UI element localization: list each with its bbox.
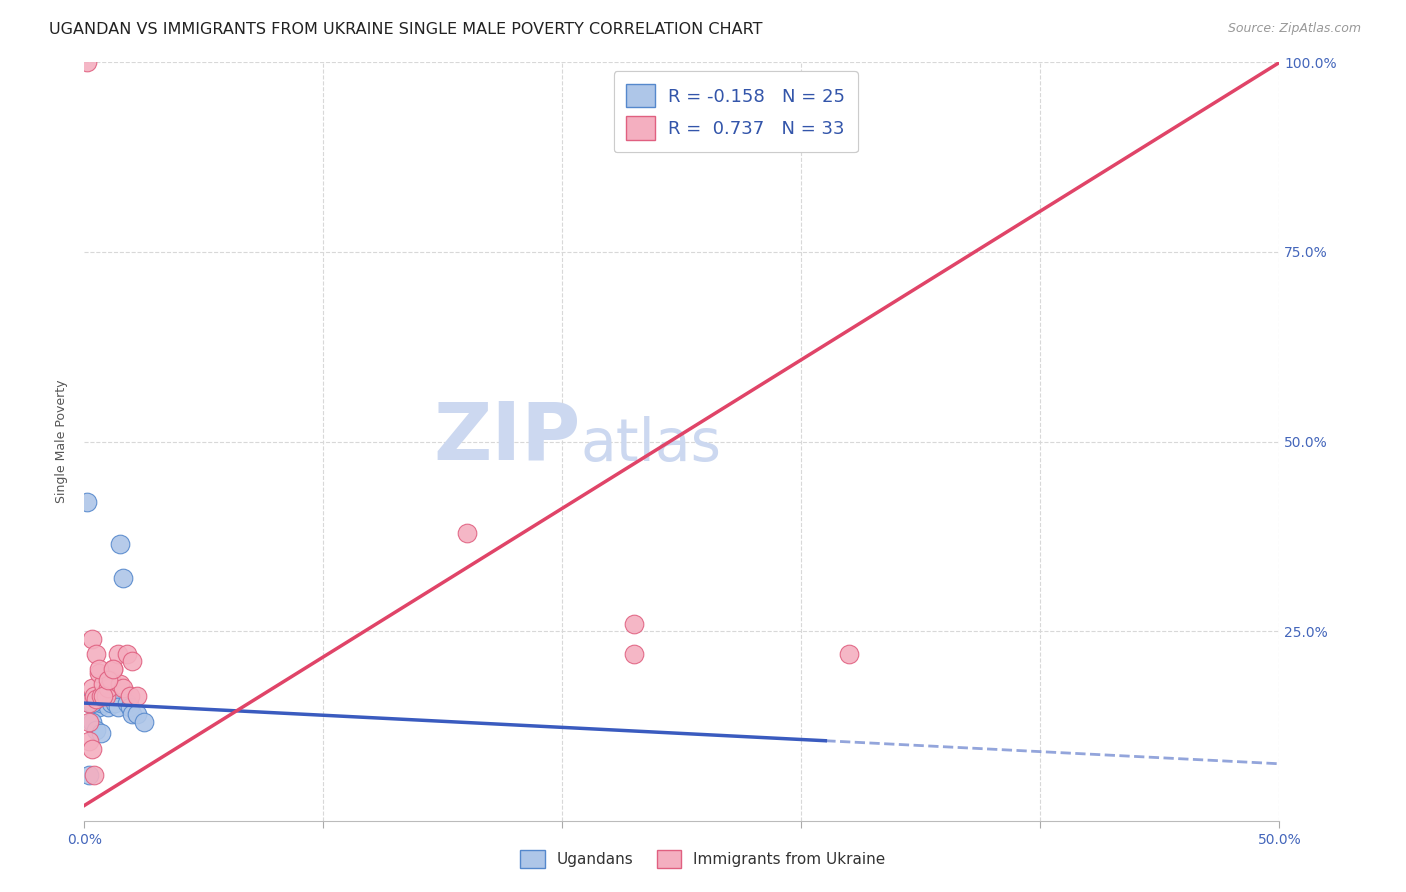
Point	[623, 616, 645, 631]
Legend: Ugandans, Immigrants from Ukraine: Ugandans, Immigrants from Ukraine	[513, 843, 893, 875]
Point	[121, 655, 143, 669]
Point	[101, 662, 124, 676]
Point	[100, 696, 122, 710]
Point	[76, 55, 98, 70]
Point	[93, 692, 115, 706]
Text: UGANDAN VS IMMIGRANTS FROM UKRAINE SINGLE MALE POVERTY CORRELATION CHART: UGANDAN VS IMMIGRANTS FROM UKRAINE SINGL…	[49, 22, 762, 37]
Point	[125, 707, 148, 722]
Point	[90, 696, 112, 710]
Point	[77, 696, 100, 710]
Point	[110, 677, 132, 691]
Point	[100, 673, 122, 688]
Point	[77, 768, 100, 782]
Point	[86, 723, 108, 737]
Legend: R = -0.158   N = 25, R =  0.737   N = 33: R = -0.158 N = 25, R = 0.737 N = 33	[614, 71, 858, 153]
Point	[94, 696, 117, 710]
Point	[77, 696, 100, 710]
Text: atlas: atlas	[581, 416, 721, 473]
Point	[838, 647, 860, 661]
Point	[97, 699, 120, 714]
Point	[77, 734, 100, 748]
Point	[117, 647, 139, 661]
Point	[107, 699, 129, 714]
Point	[86, 696, 108, 710]
Point	[90, 689, 112, 703]
Point	[125, 689, 148, 703]
Point	[101, 662, 124, 676]
Point	[80, 632, 103, 646]
Point	[93, 677, 115, 691]
Y-axis label: Single Male Poverty: Single Male Poverty	[55, 380, 69, 503]
Point	[118, 699, 141, 714]
Point	[83, 694, 105, 708]
Point	[86, 692, 108, 706]
Point	[107, 647, 129, 661]
Text: ZIP: ZIP	[433, 399, 581, 476]
Point	[77, 715, 100, 730]
Point	[80, 696, 103, 710]
Point	[87, 665, 110, 680]
Point	[111, 681, 134, 695]
Point	[94, 689, 117, 703]
Point	[87, 699, 110, 714]
Point	[83, 768, 105, 782]
Point	[80, 692, 103, 706]
Point	[456, 525, 478, 540]
Point	[87, 662, 110, 676]
Point	[90, 726, 112, 740]
Point	[118, 689, 141, 703]
Point	[83, 689, 105, 703]
Point	[97, 681, 120, 695]
Point	[121, 707, 143, 722]
Point	[86, 647, 108, 661]
Text: Source: ZipAtlas.com: Source: ZipAtlas.com	[1227, 22, 1361, 36]
Point	[117, 696, 139, 710]
Point	[623, 647, 645, 661]
Point	[76, 495, 98, 509]
Point	[104, 696, 127, 710]
Point	[80, 681, 103, 695]
Point	[93, 689, 115, 703]
Point	[80, 715, 103, 730]
Point	[111, 571, 134, 585]
Point	[132, 715, 156, 730]
Point	[97, 673, 120, 688]
Point	[80, 741, 103, 756]
Point	[110, 537, 132, 551]
